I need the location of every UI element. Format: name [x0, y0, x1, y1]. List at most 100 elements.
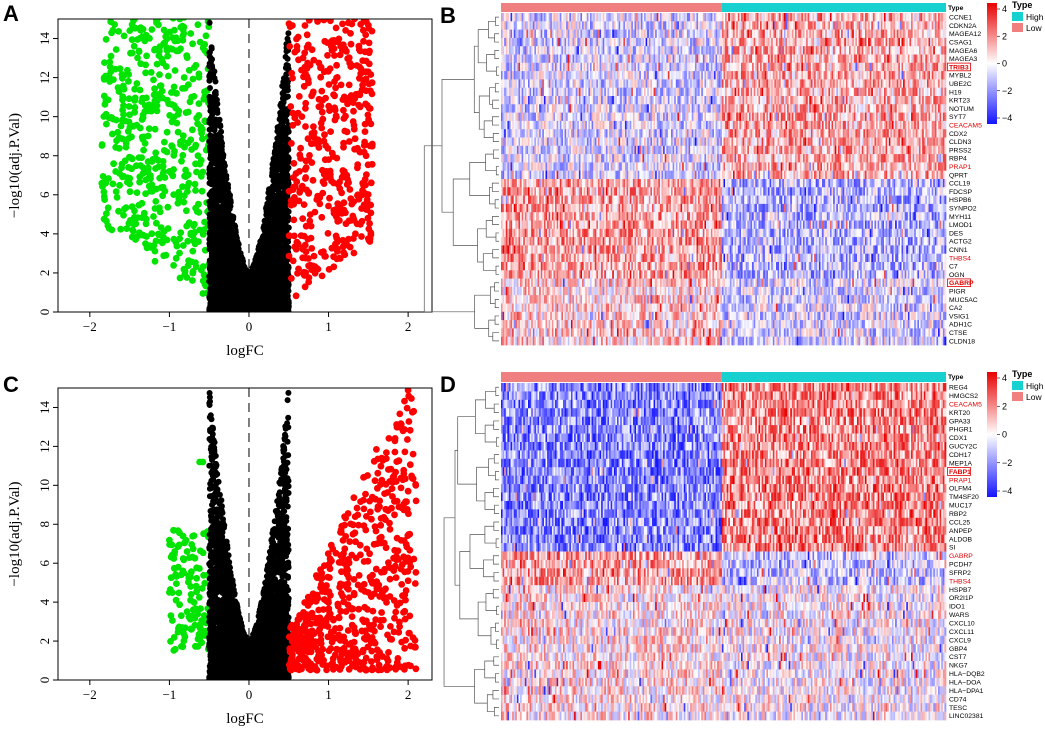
gene-label: CCNE1: [949, 15, 972, 22]
gene-label: LMOD1: [949, 222, 973, 229]
dendrogram-branch: [496, 67, 499, 75]
y-tick-label: 2: [37, 638, 52, 645]
dendrogram-branch: [489, 320, 495, 337]
gene-label: GABRP: [949, 280, 974, 287]
gene-label: HMGCS2: [949, 393, 978, 400]
colorbar-tick-label: −4: [1002, 113, 1012, 123]
outlier-point: [199, 459, 206, 466]
dendrogram-branch: [493, 250, 499, 258]
gene-label: GPA33: [949, 418, 971, 425]
gene-label: MUC17: [949, 503, 972, 510]
dendrogram-branch: [486, 154, 497, 171]
dendrogram-branch: [494, 657, 499, 665]
gene-label: PRAP1: [949, 477, 972, 484]
colorbar-tick-label: 2: [1002, 401, 1007, 411]
gene-label: MUC5AC: [949, 297, 978, 304]
y-tick-label: 12: [37, 440, 52, 453]
gene-label: PRSS2: [949, 147, 972, 154]
gene-label: OR2I1P: [949, 595, 974, 602]
legend-title: Type: [1012, 369, 1032, 379]
heatmap-cells: [501, 13, 946, 345]
gene-label: CST7: [949, 654, 967, 661]
gene-label: FABP1: [949, 469, 971, 476]
gene-label: HLA−DOA: [949, 679, 981, 686]
annotation-high: [722, 372, 946, 382]
dendrogram-branch: [478, 602, 491, 636]
points-ns: [206, 20, 292, 315]
series-down: [98, 10, 212, 297]
dendrogram-branch: [493, 133, 499, 141]
gene-label: PRAP1: [949, 164, 972, 171]
outlier-point: [114, 129, 121, 136]
dendrogram-branch: [470, 162, 490, 195]
dendrogram-branch: [494, 404, 499, 412]
gene-label: SI: [949, 545, 956, 552]
outlier-point: [405, 577, 412, 584]
x-axis-label: logFC: [226, 711, 264, 727]
gene-label: H19: [949, 89, 962, 96]
gene-label: CA2: [949, 305, 962, 312]
dendrogram-branch: [492, 183, 499, 191]
dendrogram-branch: [492, 117, 499, 125]
legend-label-high: High: [1026, 12, 1044, 22]
gene-label: GABRP: [949, 553, 973, 560]
annotation-title: Type: [948, 374, 964, 381]
legend-label-low: Low: [1026, 23, 1042, 33]
gene-label: VSIG1: [949, 313, 969, 320]
gene-label: CEACAM5: [949, 401, 982, 408]
gene-label: MAGEA6: [949, 48, 978, 55]
colorbar: [987, 3, 997, 124]
colorbar: [987, 372, 997, 497]
legend-label-high: High: [1026, 381, 1044, 391]
y-tick-label: 10: [37, 110, 52, 123]
gene-label: THBS4: [949, 578, 971, 585]
dendrogram-branch: [495, 674, 499, 682]
gene-label: PIGR: [949, 288, 966, 295]
colorbar-tick-label: 0: [1002, 59, 1007, 69]
row-dendrogram: [424, 17, 499, 341]
legend-swatch-high: [1012, 12, 1023, 21]
gene-label: CTSE: [949, 330, 968, 337]
y-tick-label: 4: [37, 230, 52, 237]
gene-label: RBP2: [949, 511, 967, 518]
legend-swatch-high: [1012, 381, 1023, 390]
gene-label: DES: [949, 230, 963, 237]
dendrogram-branch: [496, 539, 499, 547]
gene-label: CDH17: [949, 452, 972, 459]
dendrogram-branch: [495, 34, 499, 42]
gene-label: QPRT: [949, 172, 968, 179]
gene-label: OLFM4: [949, 486, 972, 493]
dendrogram-branch: [485, 526, 496, 543]
annotation-title: Type: [948, 5, 964, 12]
dendrogram-branch: [497, 606, 499, 614]
gene-label: CDX2: [949, 131, 967, 138]
gene-label: CXCL10: [949, 621, 975, 628]
colorbar-tick-label: −4: [1002, 486, 1012, 496]
dendrogram-branch: [496, 438, 499, 446]
gene-label: NKG7: [949, 663, 968, 670]
gene-label: WARS: [949, 612, 970, 619]
y-tick-label: 12: [37, 71, 52, 84]
dendrogram-branch: [495, 84, 499, 92]
y-axis-label: −log10(adj.P.Val): [7, 481, 23, 586]
x-tick-label: −1: [162, 687, 176, 702]
gene-label: CDX1: [949, 435, 967, 442]
legend-swatch-low: [1012, 392, 1023, 401]
gene-label: CNN1: [949, 247, 968, 254]
gene-label: SYT7: [949, 114, 966, 121]
colorbar-tick-label: 4: [1002, 4, 1007, 14]
dendrogram-branch: [492, 216, 499, 224]
annotation-high: [722, 3, 946, 12]
gene-label: HSPB7: [949, 587, 972, 594]
dendrogram-branch: [493, 691, 499, 699]
series-down: [166, 527, 212, 654]
dendrogram-branch: [475, 295, 491, 328]
gene-label: MYH11: [949, 214, 971, 221]
colorbar-tick-label: 2: [1002, 31, 1007, 41]
gene-label: TESC: [949, 705, 967, 712]
colorbar-tick-label: −2: [1002, 458, 1012, 468]
annotation-low: [501, 372, 722, 382]
gene-label: PCDH7: [949, 562, 972, 569]
y-tick-label: 14: [37, 32, 52, 46]
volcano-points: [166, 387, 419, 683]
